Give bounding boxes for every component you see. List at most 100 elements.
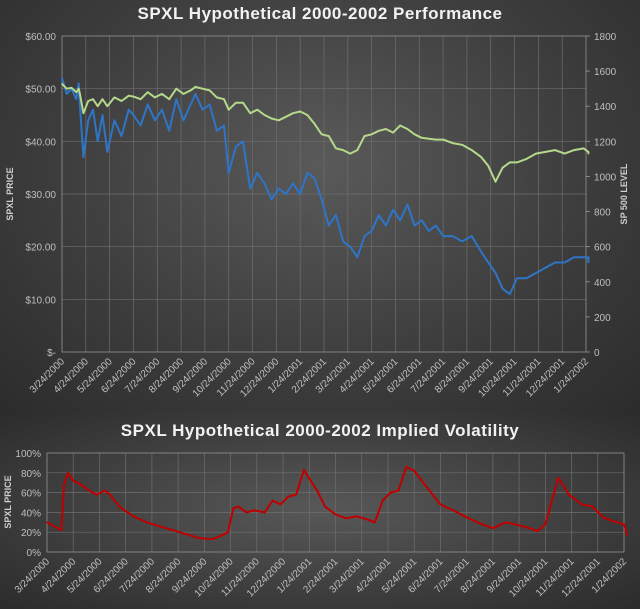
data-point <box>492 527 494 530</box>
performance-chart-panel: SPXL Hypothetical 2000-2002 Performance … <box>0 0 640 410</box>
data-point <box>146 91 149 93</box>
y2-tick-label: 0 <box>594 348 600 359</box>
y-tick-label: $30.00 <box>25 190 56 201</box>
data-point <box>334 513 337 516</box>
data-point <box>342 240 344 243</box>
data-point <box>158 525 161 528</box>
data-point <box>426 486 429 489</box>
data-point <box>67 472 69 474</box>
data-point <box>271 499 274 502</box>
data-point <box>623 523 625 526</box>
data-point <box>237 505 240 508</box>
data-point <box>75 98 78 100</box>
data-point <box>573 149 575 151</box>
data-point <box>235 101 237 104</box>
data-point <box>581 503 583 506</box>
data-point <box>295 493 297 496</box>
data-point <box>208 89 211 92</box>
data-point <box>227 172 230 174</box>
data-point <box>335 147 337 150</box>
data-point <box>270 117 273 120</box>
data-point <box>428 230 430 232</box>
data-point <box>544 523 547 526</box>
data-point <box>82 112 85 115</box>
data-point <box>625 531 628 533</box>
y-tick-label: 40% <box>21 508 41 519</box>
data-point <box>79 103 81 106</box>
data-point <box>320 133 323 136</box>
data-point <box>87 119 89 122</box>
data-point <box>370 133 373 136</box>
data-point <box>316 489 318 492</box>
data-point <box>480 156 483 158</box>
data-point <box>349 152 352 155</box>
data-point <box>277 119 280 122</box>
data-point <box>256 172 259 174</box>
data-point <box>554 149 556 151</box>
data-point <box>263 114 266 116</box>
data-point <box>92 108 94 111</box>
data-point <box>132 95 135 98</box>
data-point <box>461 144 463 146</box>
data-point <box>525 158 528 160</box>
data-point <box>470 149 473 151</box>
data-point <box>389 491 392 494</box>
y-tick-label: 100% <box>15 449 41 460</box>
y-axis-label: SPXL PRICE <box>5 167 15 220</box>
data-point <box>568 493 570 496</box>
data-point <box>103 489 106 492</box>
data-point <box>442 235 444 237</box>
performance-chart: SPXL Hypothetical 2000-2002 Performance … <box>5 4 629 400</box>
data-point <box>249 187 251 190</box>
data-point <box>132 515 135 518</box>
data-point <box>61 77 63 79</box>
data-point <box>242 140 244 143</box>
data-point <box>501 288 504 290</box>
y2-tick-label: 1000 <box>594 172 617 183</box>
data-point <box>263 511 266 514</box>
data-point <box>227 531 229 533</box>
data-point <box>563 261 566 264</box>
data-point <box>208 103 211 106</box>
y2-axis-label: SP 500 LEVEL <box>619 163 629 224</box>
y2-tick-label: 1800 <box>594 32 617 43</box>
data-point <box>313 177 316 179</box>
y-tick-label: $20.00 <box>25 243 56 254</box>
data-point <box>528 527 531 530</box>
plot-area-border <box>46 452 625 553</box>
data-point <box>253 509 255 512</box>
data-point <box>194 93 197 95</box>
data-point <box>168 98 170 100</box>
y-tick-label: 60% <box>21 489 41 500</box>
data-point <box>242 101 244 104</box>
data-point <box>435 224 437 227</box>
data-point <box>168 130 170 132</box>
data-point <box>223 124 225 127</box>
data-point <box>420 219 423 222</box>
volatility-chart-panel: SPXL Hypothetical 2000-2002 Implied Vola… <box>0 410 640 609</box>
data-point <box>227 108 230 111</box>
data-point <box>554 261 556 264</box>
data-point <box>182 119 185 122</box>
y2-tick-label: 800 <box>594 208 611 219</box>
data-point <box>70 86 73 89</box>
data-point <box>494 272 497 274</box>
data-point <box>46 521 48 524</box>
data-point <box>587 256 590 259</box>
data-point <box>399 219 402 222</box>
y2-tick-label: 200 <box>594 313 611 324</box>
data-point <box>413 224 416 227</box>
y2-tick-label: 1600 <box>594 67 617 78</box>
data-point <box>139 98 142 100</box>
data-point <box>420 137 423 139</box>
data-point <box>75 91 78 93</box>
data-point <box>306 172 309 174</box>
data-point <box>625 534 628 536</box>
data-point <box>406 203 409 206</box>
data-point <box>349 245 352 248</box>
data-point <box>311 481 313 484</box>
data-point <box>245 511 248 514</box>
data-point <box>397 489 400 492</box>
data-point <box>335 214 337 216</box>
